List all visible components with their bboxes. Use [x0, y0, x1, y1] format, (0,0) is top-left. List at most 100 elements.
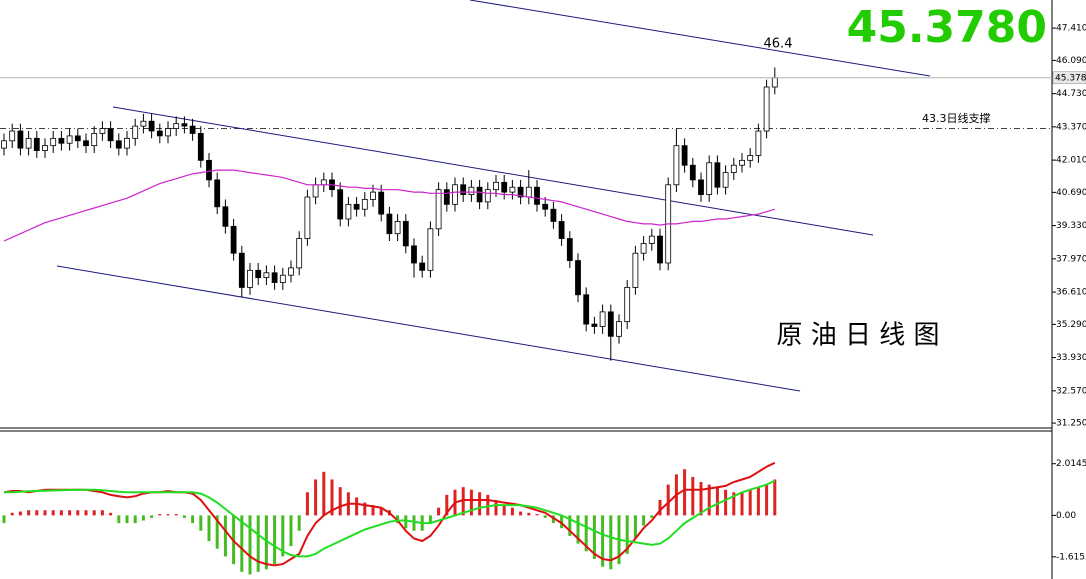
histogram-bar [527, 512, 531, 516]
candle-body [214, 179, 221, 208]
y-tick-label: 32.570 [1056, 386, 1086, 396]
y-tick-label: 37.970 [1056, 254, 1086, 264]
histogram-bar [76, 510, 80, 516]
candle-body [739, 159, 745, 166]
candle-body [1, 140, 7, 149]
candle-body [99, 128, 106, 134]
candle-body [115, 140, 122, 149]
candle-body [509, 186, 516, 193]
histogram-bar [765, 484, 769, 516]
candle-body [263, 272, 270, 279]
histogram-bar [191, 515, 195, 524]
y-tick-label: -1.6155 [1056, 552, 1086, 562]
candle-body [107, 128, 114, 142]
candle-body [33, 137, 40, 151]
candle-body [730, 164, 737, 173]
histogram-bar [683, 469, 687, 516]
histogram-bar [601, 515, 605, 567]
price-display: 45.3780 [847, 2, 1047, 53]
histogram-bar [174, 514, 178, 516]
candle-body [83, 140, 89, 147]
candle-body [542, 203, 549, 210]
y-tick-label: 47.410 [1056, 24, 1086, 34]
candle-body [657, 235, 663, 264]
candle-body [550, 208, 557, 222]
candle-body [132, 125, 139, 139]
histogram-bar [691, 476, 695, 516]
candle-body [575, 260, 581, 296]
candle-body [517, 186, 524, 198]
current-price-box [1052, 71, 1086, 85]
histogram-bar [773, 479, 777, 516]
histogram-bar [642, 515, 646, 526]
histogram-bar [27, 510, 31, 516]
candle-body [689, 164, 696, 181]
histogram-bar [355, 497, 359, 516]
candle-body [648, 235, 655, 244]
histogram-bar [100, 510, 104, 516]
histogram-bar [724, 489, 728, 516]
candle-body [91, 133, 98, 147]
histogram-bar [314, 479, 318, 516]
histogram-bar [625, 515, 629, 554]
candle-body [206, 159, 212, 181]
histogram-bar [264, 515, 268, 570]
y-tick-label: 43.370 [1056, 122, 1086, 132]
y-tick-label: 44.730 [1056, 89, 1086, 99]
candle-body [558, 221, 565, 239]
candle-body [640, 243, 647, 254]
histogram-bar [223, 515, 227, 557]
histogram-bar [707, 484, 711, 516]
y-tick-label: 2.0145 [1056, 459, 1086, 469]
trend-line [469, 0, 931, 77]
candle-body [140, 120, 147, 127]
histogram-bar [215, 515, 219, 549]
candle-body [255, 269, 262, 279]
y-tick-label: 46.090 [1056, 56, 1086, 66]
candle-body [624, 287, 631, 323]
histogram-bar [461, 487, 465, 516]
histogram-bar [740, 492, 744, 516]
histogram-bar [715, 487, 719, 516]
candle-body [501, 181, 508, 193]
histogram-bar [363, 502, 367, 516]
candle-body [50, 137, 57, 147]
histogram-bar [756, 487, 760, 516]
macd-line [3, 461, 776, 567]
candle-body [148, 120, 155, 132]
histogram-bar [551, 515, 555, 524]
histogram-bar [592, 515, 596, 559]
candle-body [312, 184, 319, 198]
candle-body [394, 221, 401, 235]
candle-body [525, 186, 532, 198]
histogram-bar [338, 487, 342, 516]
candle-body [566, 238, 573, 261]
candle-body [771, 77, 778, 88]
y-tick-label: 39.330 [1056, 221, 1086, 231]
histogram-bar [150, 515, 154, 518]
histogram-bar [51, 510, 55, 516]
candle-body [534, 186, 540, 205]
histogram-bar [141, 515, 145, 521]
histogram-bar [576, 515, 580, 544]
histogram-bar [748, 489, 752, 516]
histogram-bar [330, 479, 334, 516]
candle-body [345, 203, 352, 220]
y-tick-label: 40.690 [1056, 188, 1086, 198]
candle-body [755, 130, 762, 156]
histogram-bar [158, 514, 162, 516]
candle-body [288, 267, 294, 276]
candle-body [722, 172, 729, 188]
histogram-bar [117, 515, 121, 524]
histogram-bar [2, 515, 6, 524]
histogram-bar [699, 482, 703, 516]
histogram-bar [560, 515, 564, 529]
histogram-bar [59, 510, 63, 516]
candle-body [25, 137, 32, 149]
histogram-bar [445, 494, 449, 516]
histogram-bar [281, 515, 285, 557]
candle-body [304, 196, 311, 239]
y-tick-label: 36.610 [1056, 288, 1086, 298]
candle-body [427, 228, 434, 271]
